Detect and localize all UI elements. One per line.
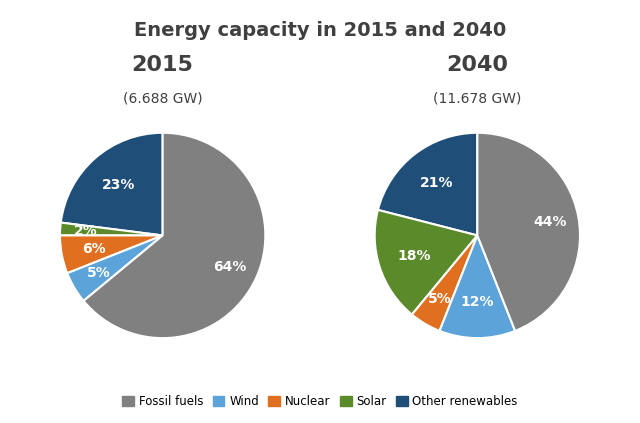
Text: 12%: 12% [461, 295, 494, 309]
Text: (11.678 GW): (11.678 GW) [433, 92, 522, 106]
Text: 44%: 44% [533, 214, 566, 228]
Text: 23%: 23% [102, 179, 135, 192]
Wedge shape [412, 236, 477, 331]
Text: 18%: 18% [397, 249, 431, 263]
Wedge shape [477, 133, 580, 331]
Text: 2040: 2040 [446, 55, 508, 75]
Legend: Fossil fuels, Wind, Nuclear, Solar, Other renewables: Fossil fuels, Wind, Nuclear, Solar, Othe… [118, 390, 522, 413]
Wedge shape [374, 210, 477, 315]
Text: 2%: 2% [74, 224, 98, 238]
Text: Energy capacity in 2015 and 2040: Energy capacity in 2015 and 2040 [134, 21, 506, 40]
Wedge shape [378, 133, 477, 236]
Text: 64%: 64% [213, 260, 246, 274]
Wedge shape [60, 236, 163, 273]
Text: 2015: 2015 [132, 55, 193, 75]
Text: (6.688 GW): (6.688 GW) [123, 92, 202, 106]
Wedge shape [67, 236, 163, 301]
Text: 6%: 6% [83, 242, 106, 255]
Text: 21%: 21% [420, 176, 453, 190]
Wedge shape [440, 236, 515, 338]
Text: 5%: 5% [87, 266, 111, 280]
Wedge shape [84, 133, 266, 338]
Wedge shape [60, 222, 163, 236]
Text: 5%: 5% [428, 292, 452, 306]
Wedge shape [61, 133, 163, 236]
